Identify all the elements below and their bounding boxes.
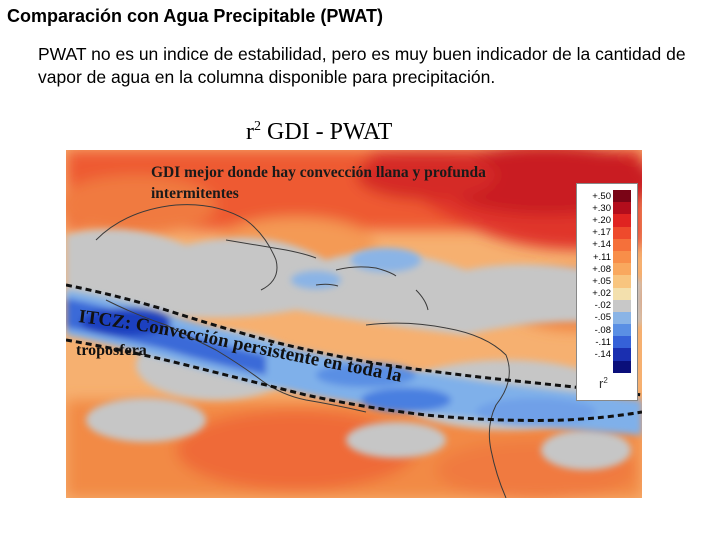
legend-row: +.50 [581, 190, 631, 203]
legend-row: +.20 [581, 214, 631, 227]
slide-description: PWAT no es un indice de estabilidad, per… [38, 44, 686, 87]
correlation-map: ITCZ: Convección persistente en toda la … [66, 150, 642, 498]
coastline-central-america [105, 299, 367, 413]
legend-label: +.50 [592, 190, 611, 202]
legend-row: +.30 [581, 202, 631, 215]
legend-swatch [613, 226, 631, 239]
coastline-south-america [365, 322, 510, 498]
legend-label: +.17 [592, 227, 611, 239]
coastline-jamaica [315, 283, 339, 287]
legend-label: -.11 [595, 336, 611, 348]
map-title: r2 GDI - PWAT [246, 119, 392, 146]
legend-swatch [613, 202, 631, 215]
legend-label: +.20 [592, 214, 611, 226]
legend-label: -.14 [594, 349, 611, 361]
legend-row: +.17 [581, 226, 631, 239]
legend-label: +.02 [592, 288, 611, 300]
itcz-south-boundary [66, 338, 642, 422]
legend-unit-base: r [599, 376, 604, 391]
legend-swatch [613, 360, 631, 373]
coastline-gulf [95, 204, 278, 291]
legend-row: -.02 [581, 299, 631, 312]
legend-swatch [613, 336, 631, 349]
legend-swatch [613, 311, 631, 325]
legend-swatch [613, 214, 631, 227]
legend-row: -.14 [581, 348, 631, 361]
legend-swatch [613, 250, 631, 264]
legend-unit-exponent: 2 [603, 376, 608, 385]
legend-row: +.05 [581, 275, 631, 288]
gdi-annotation: GDI mejor donde hay convección llana y p… [151, 164, 486, 202]
map-title-rest: GDI - PWAT [261, 119, 393, 145]
legend-label: +.30 [592, 202, 611, 214]
legend-row: -.11 [581, 336, 631, 349]
color-legend: +.50 +.30 +.20 +.17 +.14 +.11 +.08 +.05 +.02 -.02… [576, 183, 638, 401]
legend-unit-label: r2 [599, 376, 608, 391]
coastline-hispaniola [335, 266, 397, 277]
coastline-lesser-antilles [415, 289, 429, 311]
legend-swatch [613, 287, 631, 300]
legend-label: -.05 [594, 312, 611, 324]
legend-swatch [613, 238, 631, 251]
slide-title: Comparación con Agua Precipitable (PWAT) [7, 6, 384, 26]
legend-swatch [613, 275, 631, 288]
coastlines [95, 204, 510, 498]
legend-swatch [613, 324, 631, 337]
map-title-r: r [246, 119, 254, 145]
legend-label: +.08 [592, 263, 611, 275]
negative-blue-layer [66, 248, 642, 435]
legend-row: +.11 [581, 250, 631, 264]
legend-label: +.05 [592, 275, 611, 287]
legend-swatch [613, 263, 631, 276]
legend-label: +.11 [592, 251, 611, 263]
legend-label: -.02 [594, 300, 611, 312]
legend-swatch [613, 190, 631, 203]
legend-rows: +.50 +.30 +.20 +.17 +.14 +.11 +.08 +.05 +.02 -.02… [581, 190, 631, 373]
itcz-annotation-line2: troposfera [76, 342, 147, 359]
legend-row: +.02 [581, 287, 631, 300]
legend-label: -.08 [594, 324, 611, 336]
map-graphic: ITCZ: Convección persistente en toda la … [66, 150, 642, 498]
legend-row: -.08 [581, 324, 631, 337]
legend-row [581, 360, 631, 373]
legend-label: +.14 [592, 239, 611, 251]
coastline-cuba [225, 239, 317, 259]
legend-row: +.08 [581, 263, 631, 276]
legend-row: +.14 [581, 238, 631, 251]
legend-row: -.05 [581, 311, 631, 325]
map-title-exponent: 2 [254, 119, 261, 134]
itcz-north-boundary [66, 283, 642, 397]
itcz-boundaries [66, 283, 642, 422]
legend-swatch [613, 348, 631, 361]
legend-swatch [613, 299, 631, 312]
